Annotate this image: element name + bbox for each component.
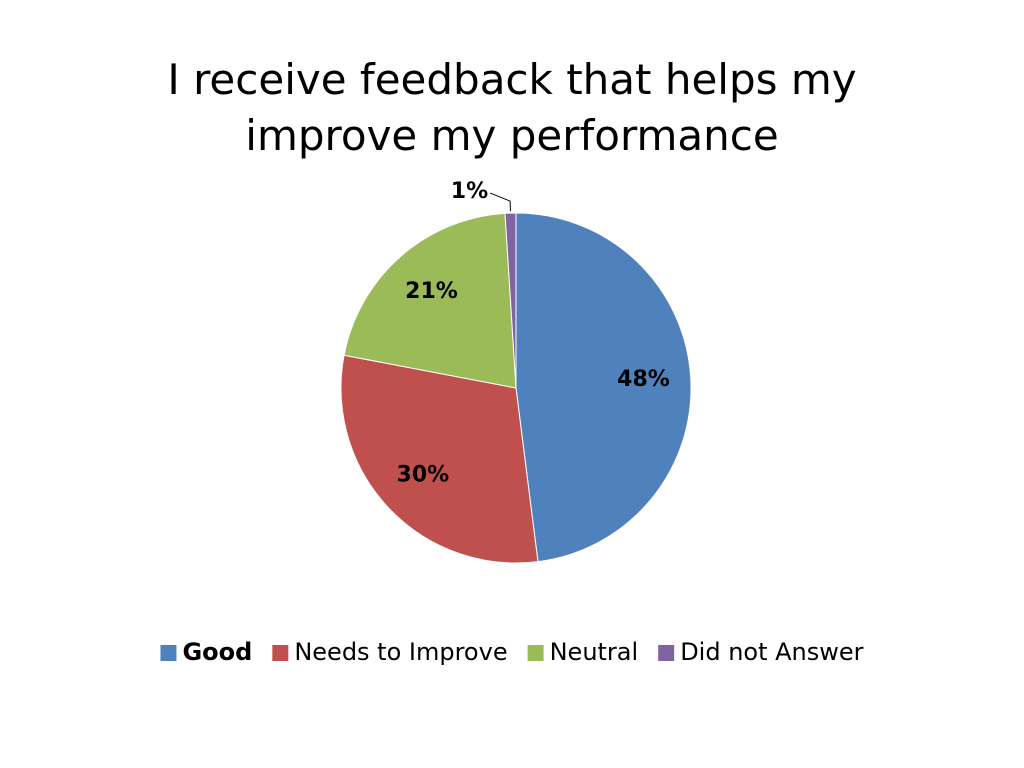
chart-title: I receive feedback that helps my improve… [167,55,857,160]
legend-label: Neutral [550,638,639,666]
pie-slice [515,212,692,563]
legend-swatch [527,645,544,661]
legend: Good Needs to Improve Neutral Did not Answe… [160,638,864,666]
legend-label: Needs to Improve [294,638,507,666]
data-label: 1% [451,179,488,204]
leader-line [489,192,511,212]
legend-label: Did not Answer [680,638,863,666]
data-label: 21% [405,279,458,304]
pie-slice [343,212,517,389]
legend-swatch [658,645,675,661]
pie-slice [504,212,517,389]
legend-swatch [272,645,289,661]
pie-slice [340,354,539,564]
data-label: 48% [617,367,670,392]
legend-swatch [160,645,177,661]
legend-label: Good [182,638,252,666]
data-label: 30% [397,462,450,487]
